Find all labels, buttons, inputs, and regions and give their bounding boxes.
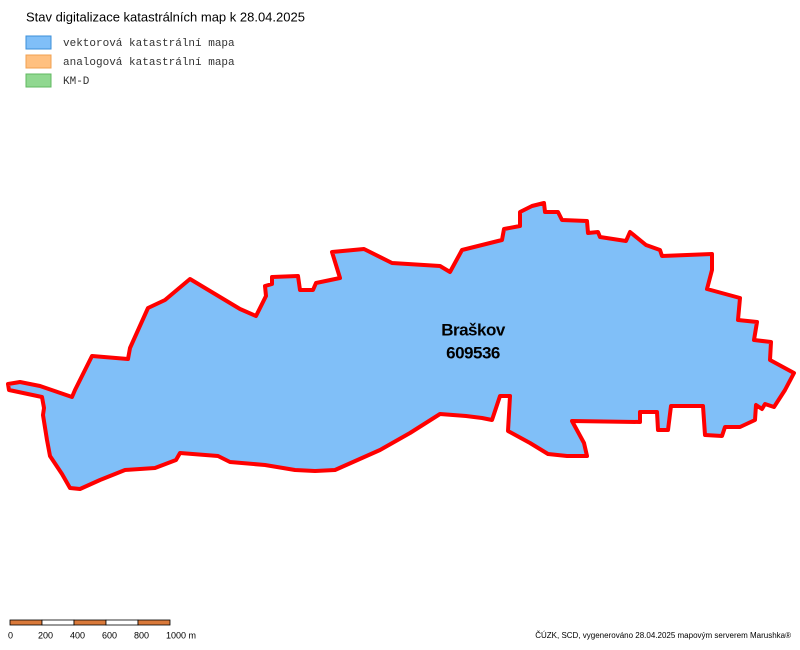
scale-segment (9, 619, 43, 626)
area-name: Braškov (441, 320, 506, 339)
scale-label: 0 (8, 630, 13, 640)
legend-swatch (25, 35, 52, 50)
legend-label: vektorová katastrální mapa (63, 38, 235, 50)
scale-label: 600 (102, 630, 117, 640)
legend-swatch (25, 73, 52, 88)
scale-label: 1000 m (166, 630, 196, 640)
legend-label: analogová katastrální mapa (63, 57, 235, 69)
cadastral-area (6, 201, 796, 491)
scale-label: 200 (38, 630, 53, 640)
area-code: 609536 (446, 343, 500, 362)
legend-label: KM-D (63, 76, 90, 88)
legend: vektorová katastrální mapa analogová kata… (25, 35, 235, 88)
scale-segment (105, 619, 139, 626)
scale-segment (73, 619, 107, 626)
legend-swatch (25, 54, 52, 69)
scale-bar: 0 200 400 600 800 1000 m (8, 619, 196, 640)
map-title: Stav digitalizace katastrálních map k 28… (26, 9, 305, 24)
credit: ČÚZK, SCD, vygenerováno 28.04.2025 mapov… (535, 631, 791, 640)
scale-segment (137, 619, 171, 626)
scale-label: 400 (70, 630, 85, 640)
scale-segment (41, 619, 75, 626)
scale-label: 800 (134, 630, 149, 640)
